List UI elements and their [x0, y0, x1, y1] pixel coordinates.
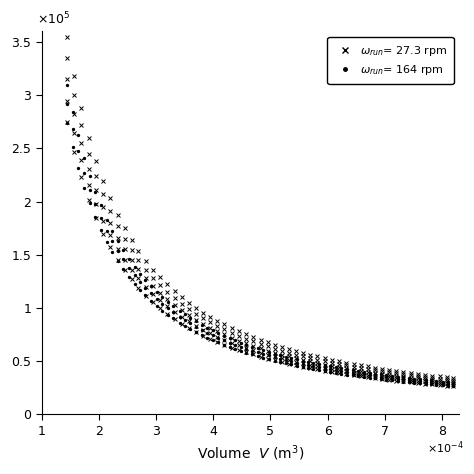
Legend: $\omega_{run}$= 27.3 rpm, $\omega_{run}$= 164 rpm: $\omega_{run}$= 27.3 rpm, $\omega_{run}$…: [328, 37, 454, 84]
Text: $\times 10^5$: $\times 10^5$: [37, 11, 71, 27]
Text: $\times 10^{-4}$: $\times 10^{-4}$: [427, 439, 464, 456]
X-axis label: Volume  $V$ (m$^3$): Volume $V$ (m$^3$): [197, 443, 304, 463]
